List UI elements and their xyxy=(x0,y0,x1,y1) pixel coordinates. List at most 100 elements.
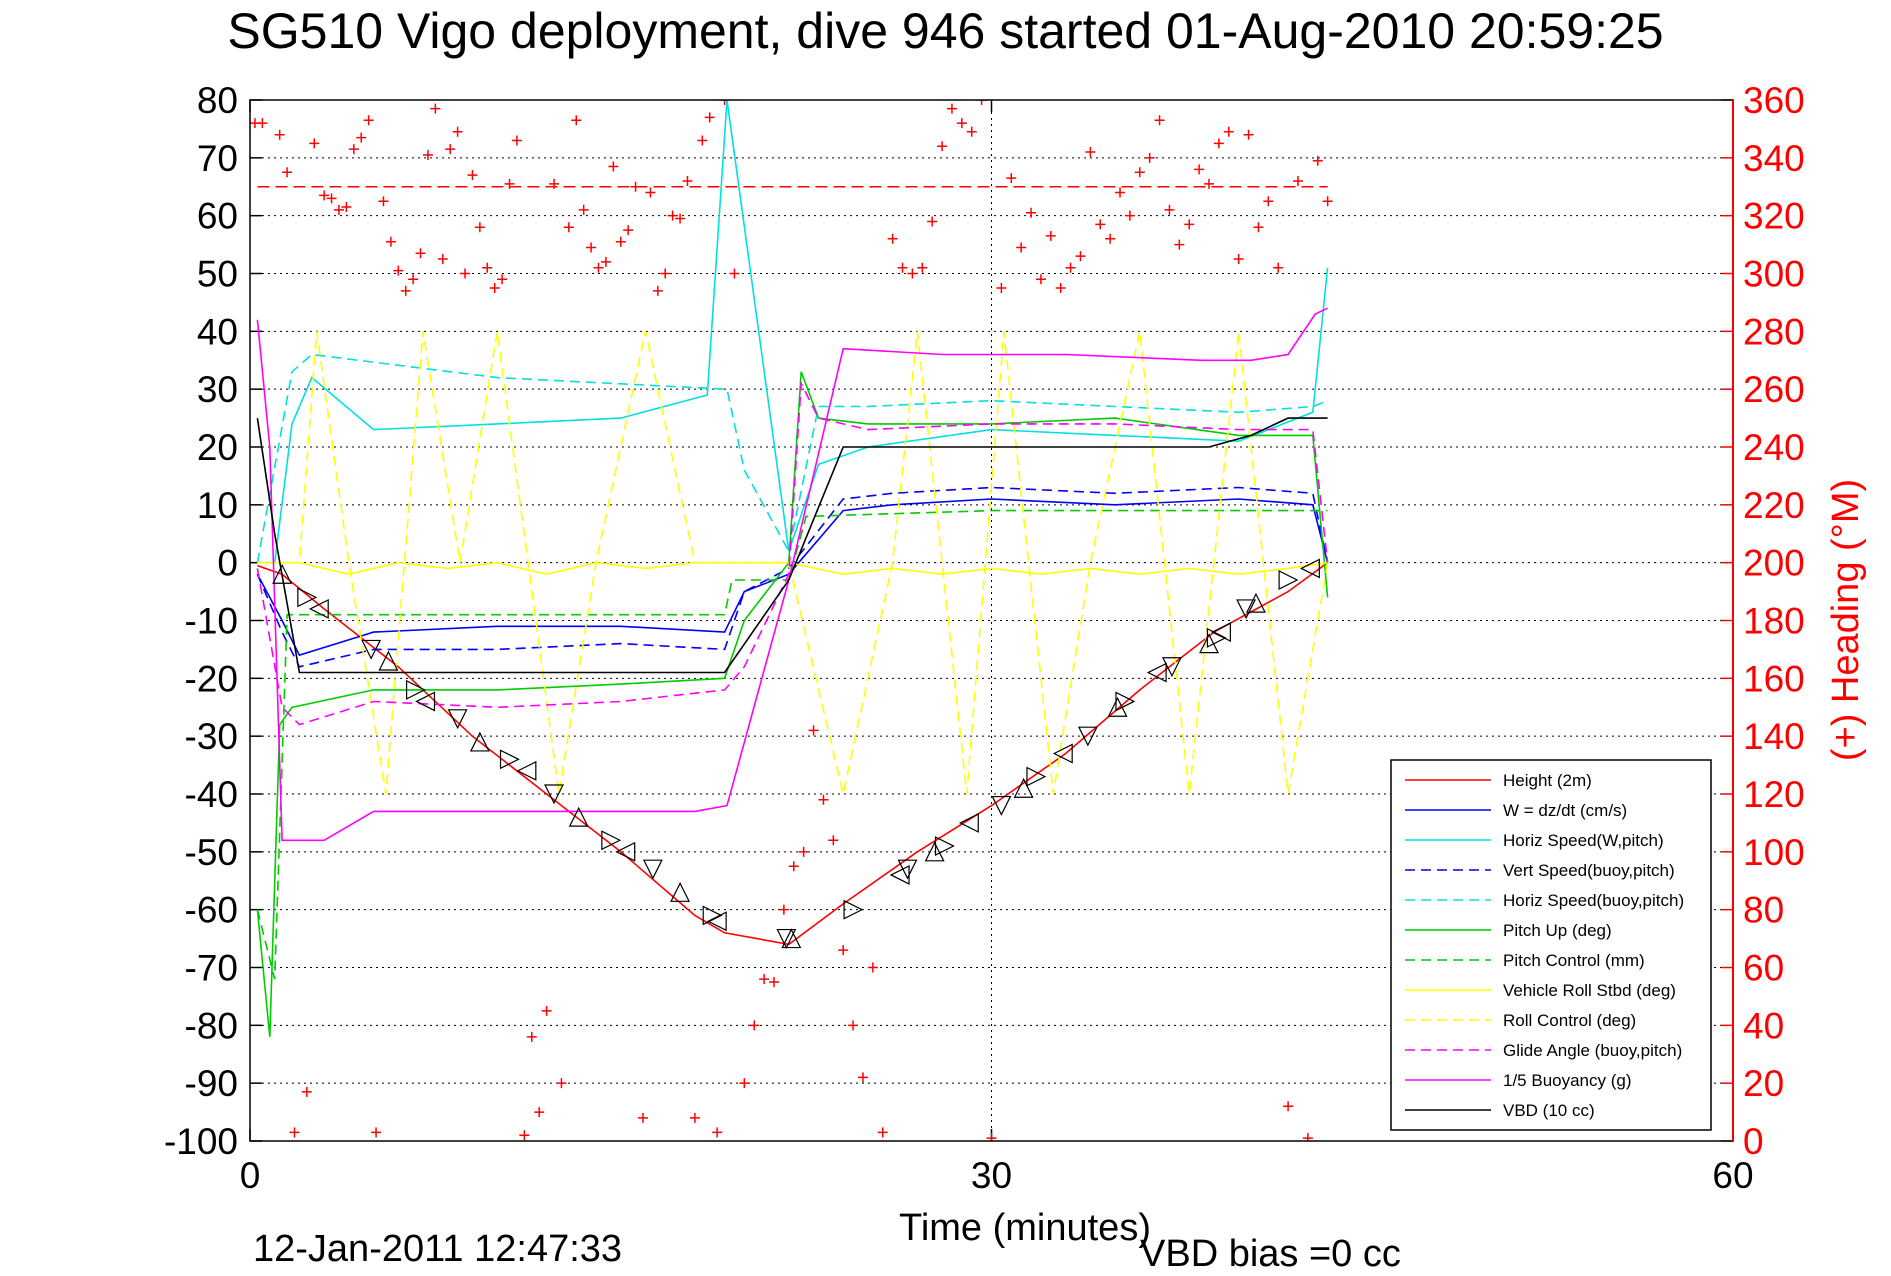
heading-point xyxy=(818,794,829,805)
heading-point xyxy=(1055,282,1066,293)
heading-point xyxy=(326,193,337,204)
y2-tick-label: 260 xyxy=(1743,369,1805,410)
heading-point xyxy=(452,126,463,137)
heading-point xyxy=(907,268,918,279)
heading-point xyxy=(1233,254,1244,265)
heading-point xyxy=(768,976,779,987)
y2-tick-label: 180 xyxy=(1743,601,1805,642)
heading-point xyxy=(759,974,770,985)
marker-triangle xyxy=(272,563,293,584)
heading-point xyxy=(1184,219,1195,230)
y-tick-label: 20 xyxy=(197,427,238,468)
series-line xyxy=(256,417,1328,674)
heading-point xyxy=(511,135,522,146)
y2-tick-label: 240 xyxy=(1743,427,1805,468)
series-line xyxy=(256,353,1328,563)
y-tick-label: 0 xyxy=(217,543,238,584)
heading-point xyxy=(966,126,977,137)
heading-point xyxy=(946,103,957,114)
y2-tick-label: 120 xyxy=(1743,774,1805,815)
marker-triangle xyxy=(1278,570,1299,590)
marker-triangle xyxy=(781,928,802,949)
heading-point xyxy=(660,268,671,279)
heading-point xyxy=(704,112,715,123)
heading-point xyxy=(1045,230,1056,241)
heading-point xyxy=(857,1072,868,1083)
marker-triangle xyxy=(1052,743,1073,764)
heading-point xyxy=(645,187,656,198)
legend-label: Vert Speed(buoy,pitch) xyxy=(1503,861,1675,880)
heading-point xyxy=(309,138,320,149)
marker-triangle xyxy=(469,731,490,752)
heading-point xyxy=(445,144,456,155)
heading-point xyxy=(828,835,839,846)
heading-point xyxy=(667,210,678,221)
marker-triangle xyxy=(1211,622,1231,643)
y2-tick-label: 320 xyxy=(1743,196,1805,237)
heading-point xyxy=(385,236,396,247)
heading-point xyxy=(356,132,367,143)
x-tick-label: 60 xyxy=(1712,1155,1753,1196)
heading-point xyxy=(586,242,597,253)
plot-area xyxy=(250,100,1333,1141)
marker-triangle xyxy=(1245,592,1266,613)
heading-point xyxy=(897,262,908,273)
heading-point xyxy=(1035,274,1046,285)
heading-point xyxy=(1095,219,1106,230)
heading-point xyxy=(257,118,268,129)
heading-point xyxy=(534,1107,545,1118)
legend-label: 1/5 Buoyancy (g) xyxy=(1503,1071,1632,1090)
heading-point xyxy=(1144,152,1155,163)
heading-point xyxy=(1273,262,1284,273)
marker-triangle xyxy=(1161,657,1182,678)
heading-point xyxy=(1065,262,1076,273)
y-tick-label: 50 xyxy=(197,254,238,295)
series-line xyxy=(256,498,1329,657)
marker-triangle xyxy=(1299,558,1320,579)
series-line xyxy=(257,562,1329,946)
series-line xyxy=(257,331,1329,795)
y-tick-label: 80 xyxy=(197,80,238,121)
heading-point xyxy=(489,282,500,293)
heading-point xyxy=(623,225,634,236)
heading-point xyxy=(1312,155,1323,166)
heading-point xyxy=(788,861,799,872)
y-ticks-right: 3603403203002802602402202001801601401201… xyxy=(1721,80,1805,1162)
marker-triangle xyxy=(447,709,468,730)
heading-point xyxy=(571,115,582,126)
heading-point xyxy=(630,181,641,192)
y-tick-label: 10 xyxy=(197,485,238,526)
legend-label: Glide Angle (buoy,pitch) xyxy=(1503,1041,1682,1060)
y-tick-label: -90 xyxy=(185,1063,238,1104)
heading-point xyxy=(289,1127,300,1138)
y2-tick-label: 280 xyxy=(1743,311,1805,352)
heading-point xyxy=(838,945,849,956)
marker-triangle xyxy=(934,836,955,857)
heading-point xyxy=(333,204,344,215)
marker-triangle xyxy=(958,812,979,833)
heading-point xyxy=(341,201,352,212)
marker-triangle xyxy=(499,749,520,770)
legend-label: Horiz Speed(W,pitch) xyxy=(1503,831,1664,850)
heading-point xyxy=(1243,129,1254,140)
heading-point xyxy=(1164,204,1175,215)
heading-point xyxy=(422,149,433,160)
y-tick-label: -40 xyxy=(185,774,238,815)
heading-point xyxy=(519,1130,530,1141)
heading-point xyxy=(877,1127,888,1138)
heading-point xyxy=(637,1112,648,1123)
y2-tick-label: 40 xyxy=(1743,1005,1784,1046)
heading-point xyxy=(1204,178,1215,189)
marker-triangle xyxy=(642,859,663,880)
heading-point xyxy=(917,262,928,273)
heading-point xyxy=(282,167,293,178)
heading-point xyxy=(1006,173,1017,184)
y2-tick-label: 140 xyxy=(1743,716,1805,757)
heading-point xyxy=(956,118,967,129)
heading-point xyxy=(996,282,1007,293)
heading-point xyxy=(1075,251,1086,262)
heading-point xyxy=(460,268,471,279)
legend-label: Horiz Speed(buoy,pitch) xyxy=(1503,891,1684,910)
y2-tick-label: 80 xyxy=(1743,890,1784,931)
